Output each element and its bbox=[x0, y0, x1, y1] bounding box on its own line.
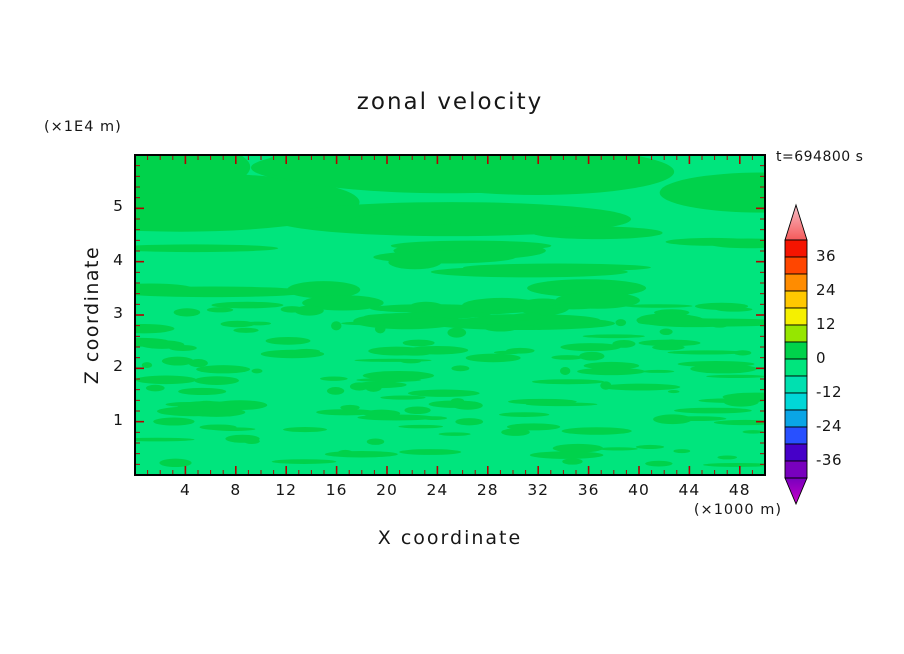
x-tick-label: 4 bbox=[179, 481, 191, 499]
chart-title: zonal velocity bbox=[356, 89, 544, 115]
colorbar bbox=[784, 203, 808, 506]
colorbar-cell bbox=[784, 273, 808, 292]
x-axis-title: X coordinate bbox=[377, 527, 523, 549]
y-tick-label: 1 bbox=[113, 410, 124, 429]
x-tick-label: 8 bbox=[230, 481, 242, 499]
x-tick-label: 16 bbox=[325, 481, 348, 499]
colorbar-tick-label: 0 bbox=[816, 349, 827, 367]
y-tick-label: 3 bbox=[113, 304, 124, 322]
y-axis-units-label: (×1E4 m) bbox=[44, 119, 122, 135]
colorbar-cell bbox=[784, 256, 808, 275]
x-tick-label: 40 bbox=[628, 481, 650, 499]
colorbar-cell bbox=[784, 239, 808, 258]
colorbar-tick-label: -36 bbox=[816, 451, 842, 469]
plot-frame bbox=[134, 154, 766, 476]
colorbar-tick-label: 36 bbox=[816, 247, 837, 265]
colorbar-tick-label: -24 bbox=[816, 417, 842, 435]
colorbar-cell bbox=[784, 307, 808, 326]
x-axis-units-label: (×1000 m) bbox=[693, 502, 782, 518]
x-tick-label: 44 bbox=[678, 481, 701, 499]
contour-field-patches bbox=[135, 155, 765, 468]
colorbar-tick-label: 24 bbox=[816, 281, 837, 299]
colorbar-cell bbox=[784, 443, 808, 462]
colorbar-over-arrow bbox=[784, 203, 808, 241]
x-tick-label: 28 bbox=[476, 481, 499, 499]
x-tick-label: 20 bbox=[376, 481, 398, 499]
colorbar-cell bbox=[784, 358, 808, 377]
colorbar-cell bbox=[784, 460, 808, 479]
y-tick-label: 4 bbox=[113, 250, 124, 269]
colorbar-tick-label: 12 bbox=[816, 315, 837, 333]
colorbar-tick-label: -12 bbox=[816, 383, 842, 401]
x-tick-label: 32 bbox=[527, 481, 550, 499]
colorbar-cell bbox=[784, 375, 808, 394]
colorbar-cell bbox=[784, 290, 808, 309]
colorbar-cell bbox=[784, 341, 808, 360]
colorbar-cell bbox=[784, 324, 808, 343]
x-tick-label: 48 bbox=[728, 481, 751, 499]
x-tick-label: 24 bbox=[426, 481, 449, 499]
colorbar-cell bbox=[784, 392, 808, 411]
colorbar-cell bbox=[784, 409, 808, 428]
y-tick-label: 2 bbox=[113, 357, 124, 376]
colorbar-under-arrow bbox=[784, 477, 808, 506]
y-tick-label: 5 bbox=[113, 197, 124, 216]
colorbar-cell bbox=[784, 426, 808, 445]
timestamp-label: t=694800 s bbox=[776, 149, 864, 165]
x-tick-label: 12 bbox=[275, 481, 298, 499]
x-tick-label: 36 bbox=[577, 481, 600, 499]
